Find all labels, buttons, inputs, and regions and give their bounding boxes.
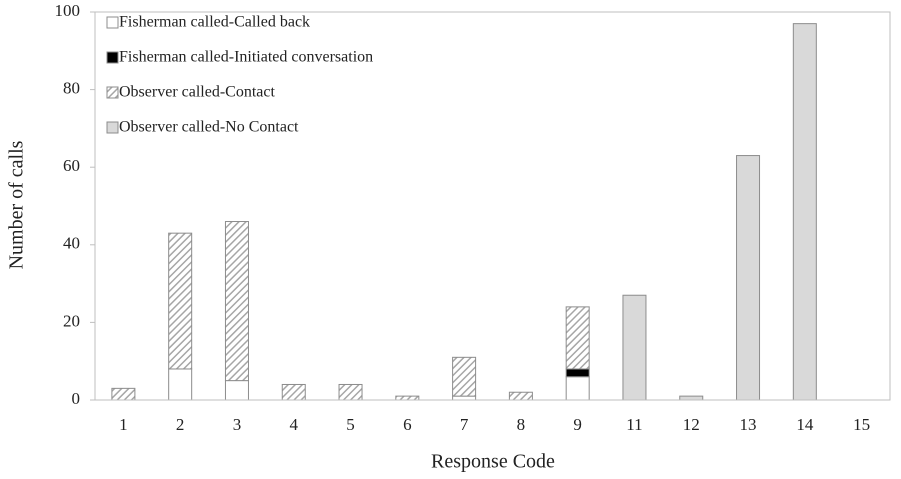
bar-segment [565,368,590,378]
x-tick-label: 4 [290,415,299,434]
bar-segment [679,395,704,401]
legend-swatch [106,16,119,29]
legend-label: Fisherman called-Initiated conversation [119,49,373,66]
y-tick-label: 80 [63,79,80,98]
legend-label: Observer called-No Contact [119,119,299,136]
x-tick-label: 13 [740,415,757,434]
bar-segment [622,294,647,401]
x-tick-label: 14 [796,415,814,434]
bar-segment [224,221,249,382]
x-axis-title: Response Code [431,451,555,473]
bar-segment [168,232,193,370]
legend-swatch [106,86,119,99]
x-tick-label: 7 [460,415,469,434]
x-tick-label: 9 [573,415,582,434]
x-tick-label: 5 [346,415,355,434]
x-tick-label: 8 [517,415,526,434]
bar-segment [508,391,533,401]
bar-segment [452,356,477,397]
bar-segment [565,306,590,370]
y-tick-label: 20 [63,311,80,330]
x-tick-label: 1 [119,415,128,434]
bar-segment [792,23,817,401]
x-tick-label: 11 [626,415,642,434]
bar-segment [565,376,590,401]
x-tick-label: 2 [176,415,185,434]
bar-segment [224,380,249,401]
y-tick-label: 100 [55,1,81,20]
x-tick-label: 15 [853,415,870,434]
plot-frame [94,11,891,401]
bar-segment [395,395,420,401]
bar-segment [452,395,477,401]
bar-segment [168,368,193,401]
x-tick-label: 6 [403,415,412,434]
y-axis-title: Number of calls [6,140,28,269]
bar-segment [338,383,363,401]
legend-swatch [106,121,119,134]
bar-segment [111,387,136,401]
y-tick-label: 40 [63,234,80,253]
x-tick-label: 3 [233,415,242,434]
x-tick-label: 12 [683,415,700,434]
bar-segment [281,383,306,401]
y-tick-label: 0 [72,389,81,408]
y-tick-label: 60 [63,156,80,175]
legend-swatch [106,51,119,64]
legend-label: Fisherman called-Called back [119,14,310,31]
bar-segment [736,155,761,401]
legend-label: Observer called-Contact [119,84,275,101]
